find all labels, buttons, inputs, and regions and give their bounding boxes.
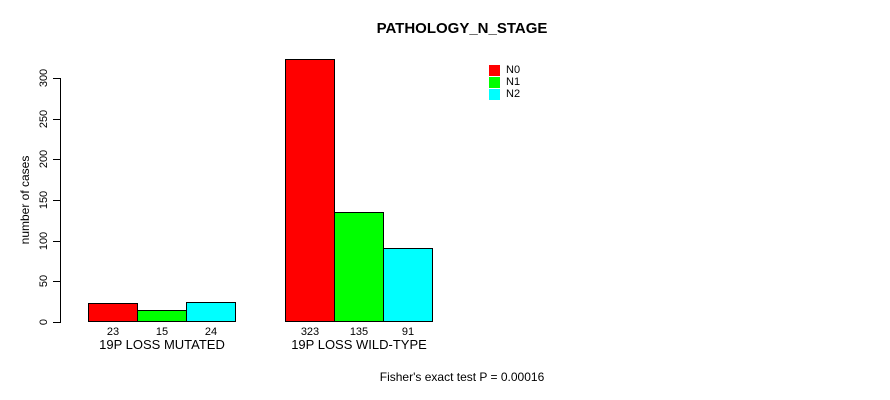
bar-value-label: 135 <box>349 326 369 338</box>
bar-value-label: 15 <box>155 326 169 338</box>
x-axis-category-label: 19P LOSS MUTATED <box>99 337 225 352</box>
legend-label: N1 <box>506 76 521 88</box>
y-axis-tick-label: 100 <box>38 231 50 251</box>
y-axis-spine <box>60 78 61 323</box>
y-axis-title: number of cases <box>18 155 32 245</box>
legend-swatch <box>489 88 500 100</box>
bar-n0-2 <box>285 59 335 322</box>
bar-value-label: 323 <box>300 326 320 338</box>
bar-value-label: 24 <box>204 326 218 338</box>
y-axis-tick-label: 50 <box>38 274 50 288</box>
y-axis-tick <box>53 281 60 282</box>
legend-item-n1: N1 <box>489 76 520 88</box>
bar-n1-1 <box>137 310 187 322</box>
bar-n2-1 <box>186 302 236 322</box>
y-axis-tick <box>53 200 60 201</box>
bar-value-label: 23 <box>106 326 120 338</box>
legend-item-n2: N2 <box>489 88 520 100</box>
annotation-text: Fisher's exact test P = 0.00016 <box>379 370 545 384</box>
y-axis-tick <box>53 322 60 323</box>
legend-label: N2 <box>506 88 521 100</box>
chart-title: PATHOLOGY_N_STAGE <box>376 20 548 37</box>
y-axis-tick <box>53 119 60 120</box>
legend-item-n0: N0 <box>489 64 520 76</box>
bar-n2-2 <box>383 248 433 322</box>
y-axis-tick-label: 200 <box>38 149 50 169</box>
y-axis-tick-label: 0 <box>38 318 50 326</box>
legend: N0 N1 N2 <box>489 64 520 100</box>
legend-swatch <box>489 64 500 76</box>
y-axis-tick-label: 150 <box>38 190 50 210</box>
y-axis-tick <box>53 78 60 79</box>
x-axis-category-label: 19P LOSS WILD-TYPE <box>291 337 427 352</box>
y-axis-tick <box>53 159 60 160</box>
y-axis-tick-label: 300 <box>38 68 50 88</box>
bar-value-label: 91 <box>401 326 415 338</box>
y-axis-tick-label: 250 <box>38 109 50 129</box>
bar-n1-2 <box>334 212 384 322</box>
bar-n0-1 <box>88 303 138 322</box>
legend-label: N0 <box>506 64 521 76</box>
legend-swatch <box>489 76 500 88</box>
y-axis-tick <box>53 241 60 242</box>
